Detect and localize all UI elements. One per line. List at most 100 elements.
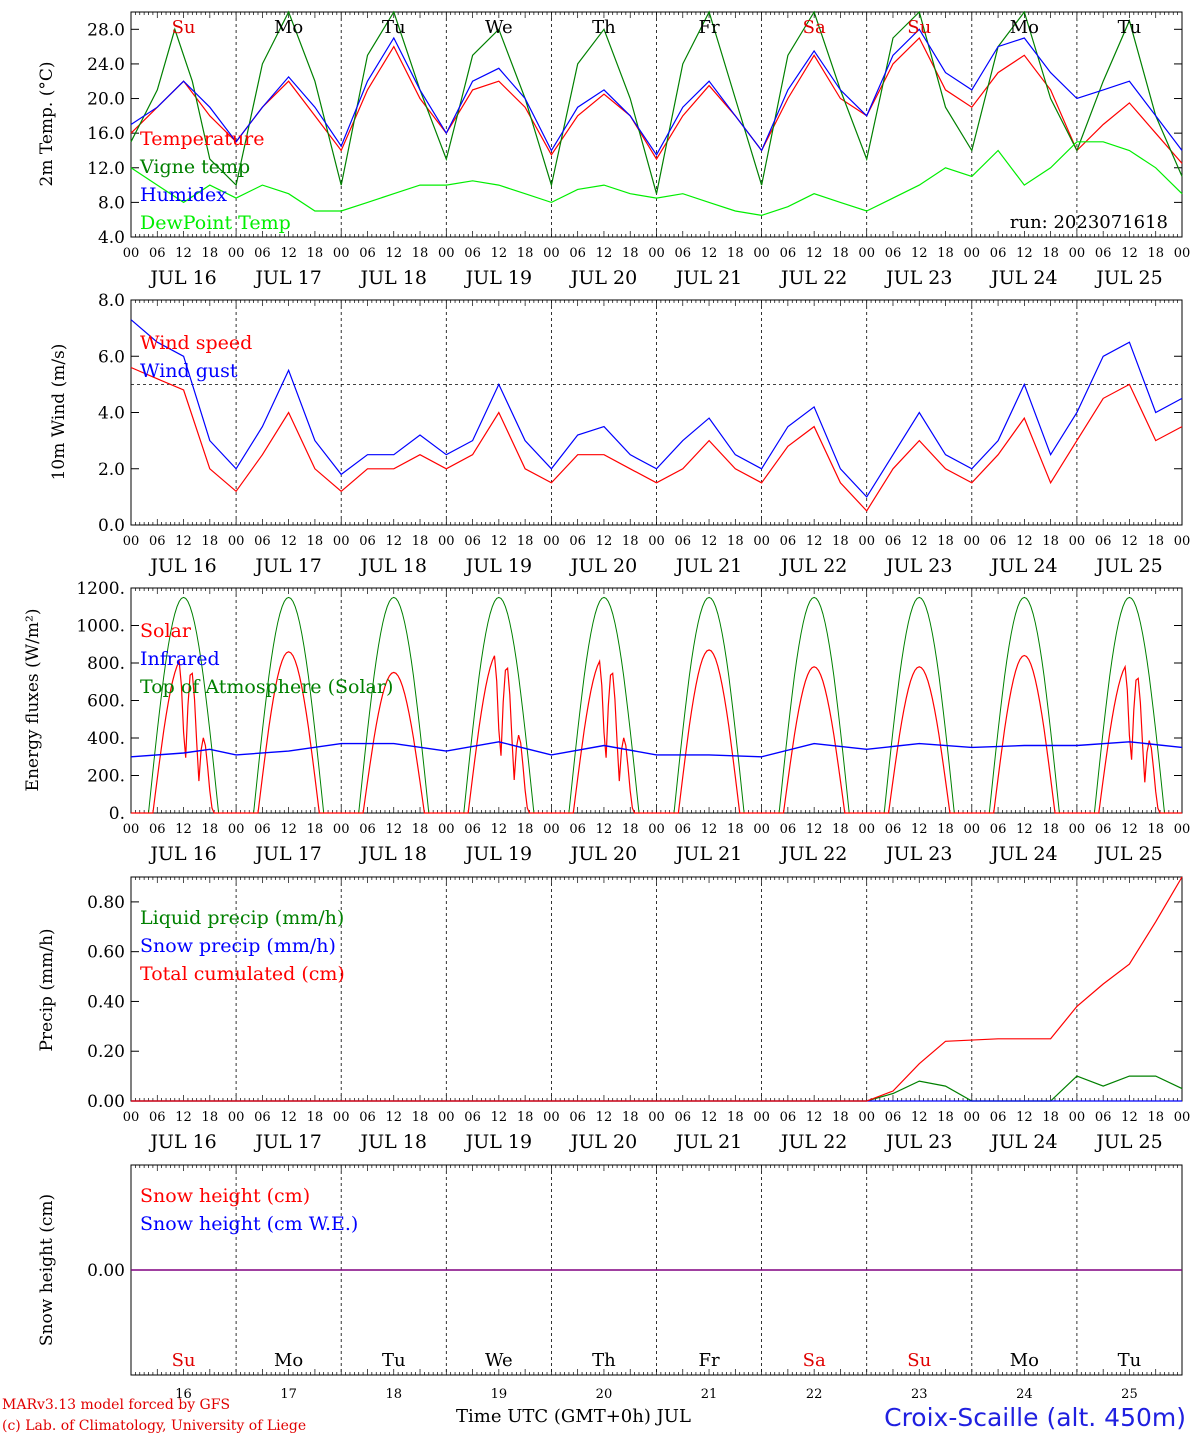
day-number-label: 16: [175, 1387, 192, 1402]
y-axis-label: 10m Wind (m/s): [49, 344, 69, 481]
hour-tick-label: 00: [753, 246, 770, 261]
date-label: JUL 18: [359, 1131, 427, 1153]
hour-tick-label: 18: [1042, 822, 1059, 837]
date-label: JUL 17: [253, 555, 321, 577]
hour-tick-label: 00: [333, 534, 350, 549]
weekday-label: Mo: [274, 1350, 303, 1371]
legend-wind-gust: Wind gust: [140, 360, 238, 382]
weekday-label: Tu: [1118, 1350, 1142, 1371]
weekday-label: Tu: [382, 17, 406, 38]
hour-tick-label: 00: [858, 1110, 875, 1125]
hour-tick-label: 18: [412, 1110, 429, 1125]
hour-tick-label: 00: [228, 534, 245, 549]
date-label: JUL 20: [569, 267, 637, 289]
weekday-label: Su: [907, 17, 931, 38]
day-number-label: 20: [596, 1387, 613, 1402]
hour-tick-label: 12: [1016, 534, 1033, 549]
date-label: JUL 16: [148, 267, 216, 289]
hour-tick-label: 12: [491, 1110, 508, 1125]
hour-tick-label: 18: [1042, 1110, 1059, 1125]
day-number-label: 17: [280, 1387, 297, 1402]
day-number-label: 25: [1121, 1387, 1138, 1402]
day-number-label: 19: [491, 1387, 508, 1402]
hour-tick-label: 00: [333, 822, 350, 837]
series-line-solar: [131, 649, 1182, 814]
hour-tick-label: 06: [464, 534, 481, 549]
station-title: Croix-Scaille (alt. 450m): [884, 1403, 1186, 1432]
hour-tick-label: 18: [727, 246, 744, 261]
hour-tick-label: 18: [517, 534, 534, 549]
weekday-label: We: [485, 17, 513, 38]
panel-frame-1: [130, 11, 1183, 238]
hour-tick-label: 06: [990, 246, 1007, 261]
hour-tick-label: 06: [569, 246, 586, 261]
date-label: JUL 24: [989, 1131, 1057, 1153]
legend-infrared: Infrared: [140, 648, 220, 670]
hour-tick-label: 18: [517, 1110, 534, 1125]
hour-tick-label: 12: [385, 246, 402, 261]
hour-tick-label: 06: [569, 534, 586, 549]
y-tick-label: 24.0: [87, 55, 125, 75]
hour-tick-label: 06: [149, 534, 166, 549]
day-number-label: 22: [806, 1387, 823, 1402]
hour-tick-label: 06: [254, 534, 271, 549]
day-number-label: 21: [701, 1387, 718, 1402]
y-tick-label: 6.0: [98, 347, 125, 367]
weekday-label: Mo: [1010, 1350, 1039, 1371]
date-label: JUL 23: [884, 1131, 952, 1153]
hour-tick-label: 18: [937, 246, 954, 261]
hour-tick-label: 18: [937, 822, 954, 837]
hour-tick-label: 12: [596, 534, 613, 549]
hour-tick-label: 06: [1095, 534, 1112, 549]
weekday-label: Su: [907, 1350, 931, 1371]
y-axis-label: Snow height (cm): [37, 1194, 57, 1346]
hour-tick-label: 18: [622, 822, 639, 837]
date-label: JUL 22: [779, 1131, 847, 1153]
date-label: JUL 16: [148, 843, 216, 865]
date-label: JUL 25: [1094, 1131, 1162, 1153]
panel-frame-3: [130, 587, 1183, 814]
hour-tick-label: 00: [648, 1110, 665, 1125]
hour-tick-label: 06: [464, 246, 481, 261]
y-axis-label: Precip (mm/h): [37, 928, 57, 1051]
y-axis-label: Energy fluxes (W/m²): [23, 609, 43, 792]
hour-tick-label: 06: [359, 534, 376, 549]
hour-tick-label: 12: [1016, 1110, 1033, 1125]
hour-tick-label: 06: [990, 822, 1007, 837]
y-tick-label: 20.0: [87, 90, 125, 110]
hour-tick-label: 18: [1147, 822, 1164, 837]
y-tick-label: 0.60: [87, 943, 125, 963]
series-line-wind-speed: [130, 366, 1183, 512]
hour-tick-label: 12: [701, 1110, 718, 1125]
series-line-temperature: [130, 36, 1183, 164]
hour-tick-label: 18: [1042, 246, 1059, 261]
hour-tick-label: 18: [1147, 246, 1164, 261]
date-label: JUL 18: [359, 555, 427, 577]
hour-tick-label: 12: [1121, 534, 1138, 549]
hour-tick-label: 06: [359, 1110, 376, 1125]
date-label: JUL 24: [989, 843, 1057, 865]
hour-tick-label: 12: [385, 534, 402, 549]
y-tick-label: 2.0: [98, 460, 125, 480]
legend-solar: Solar: [140, 620, 192, 642]
hour-tick-label: 00: [964, 1110, 981, 1125]
legend-snow-height-cm-: Snow height (cm): [140, 1185, 310, 1207]
hour-tick-label: 12: [280, 1110, 297, 1125]
hour-tick-label: 00: [858, 822, 875, 837]
hour-tick-label: 12: [596, 822, 613, 837]
hour-tick-label: 12: [596, 246, 613, 261]
hour-tick-label: 00: [964, 822, 981, 837]
date-label: JUL 22: [779, 555, 847, 577]
hour-tick-label: 06: [254, 246, 271, 261]
series-line-vigne-temp: [130, 10, 1183, 194]
hour-tick-label: 12: [806, 822, 823, 837]
hour-tick-label: 00: [438, 1110, 455, 1125]
hour-tick-label: 00: [858, 534, 875, 549]
hour-tick-label: 18: [622, 246, 639, 261]
hour-tick-label: 06: [990, 1110, 1007, 1125]
hour-tick-label: 12: [911, 822, 928, 837]
hour-tick-label: 18: [832, 534, 849, 549]
hour-tick-label: 00: [543, 822, 560, 837]
date-label: JUL 19: [464, 1131, 532, 1153]
date-label: JUL 21: [674, 267, 742, 289]
